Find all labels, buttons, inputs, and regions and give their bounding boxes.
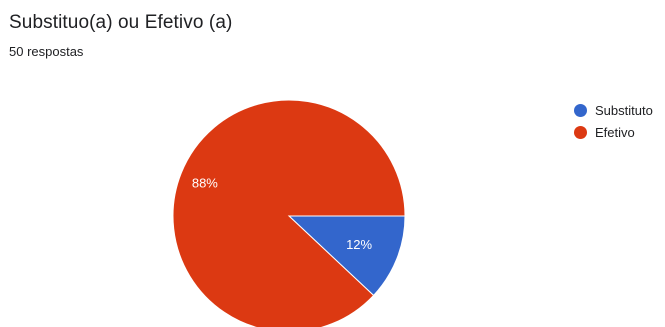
question-title: Substituo(a) ou Efetivo (a)	[9, 12, 233, 33]
pie-label-efetivo: 88%	[192, 176, 218, 191]
chart-legend: Substituto Efetivo	[574, 100, 653, 144]
legend-label-efetivo: Efetivo	[595, 124, 635, 140]
pie-label-substituto: 12%	[346, 237, 372, 252]
legend-swatch-efetivo	[574, 125, 587, 139]
legend-label-substituto: Substituto	[595, 102, 653, 118]
pie-slice-efetivo[interactable]	[172, 99, 406, 327]
pie-slice-substituto[interactable]	[287, 215, 406, 297]
legend-swatch-substituto	[574, 103, 587, 117]
legend-item-substituto[interactable]: Substituto	[574, 100, 653, 120]
response-count: 50 respostas	[9, 44, 84, 59]
legend-item-efetivo[interactable]: Efetivo	[574, 122, 653, 142]
